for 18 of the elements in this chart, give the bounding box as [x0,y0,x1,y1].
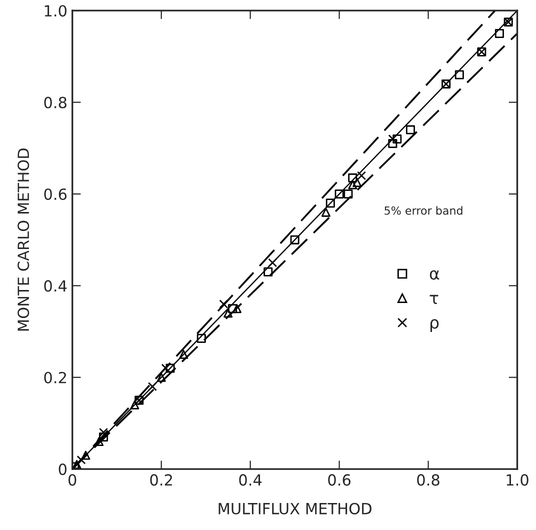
legend-label: α [430,270,440,280]
x-tick-label: 0.6 [328,474,350,486]
x-tick-label: 1.0 [506,474,528,486]
legend-label: ρ [430,319,439,332]
legend-label: τ [430,294,438,304]
x-tick-label: 0.4 [239,474,262,486]
y-tick-label: 0.2 [44,372,66,384]
annotation: 5% error band [384,206,462,215]
y-tick-label: 1.0 [44,5,66,17]
x-axis-title: MULTIFLUX METHOD [218,502,372,514]
x-tick-label: 0 [68,474,76,486]
y-tick-label: 0.6 [44,188,67,200]
x-tick-label: 0.2 [150,474,172,486]
y-tick-label: 0.8 [44,96,66,108]
y-tick-label: 0 [58,464,66,476]
y-tick-label: 0.4 [44,280,67,292]
x-tick-label: 0.8 [417,474,440,486]
y-axis-title: MONTE CARLO METHOD [18,148,30,331]
